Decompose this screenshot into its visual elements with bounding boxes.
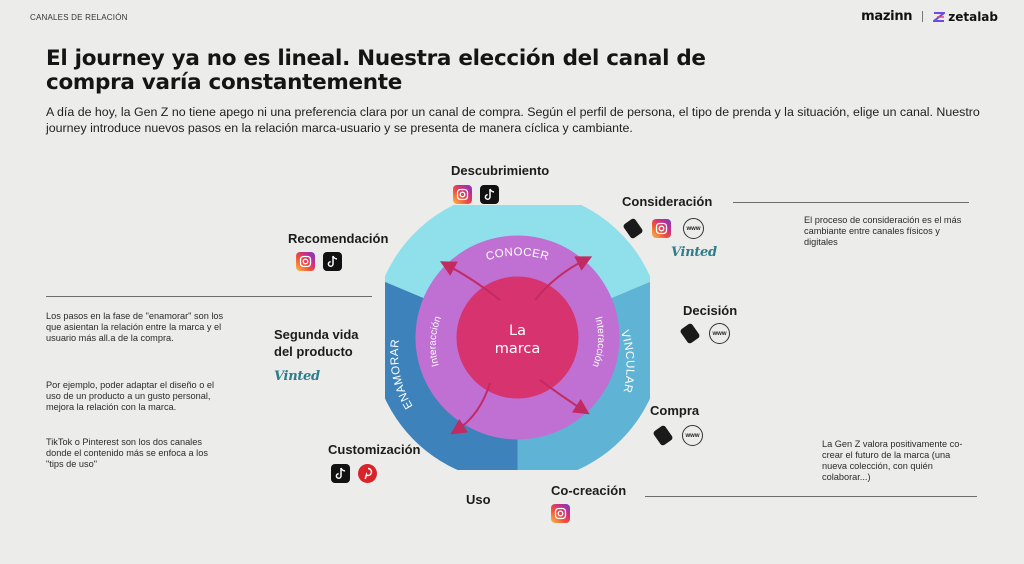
stage-customizacion: Customización: [328, 442, 421, 457]
price-tag-icon: [679, 322, 701, 345]
arrow-up-left: [439, 261, 501, 301]
stage-recomendacion-icons: [296, 252, 342, 271]
note-consideracion: El proceso de consideración es el más ca…: [804, 215, 962, 247]
arrow-up-right: [534, 256, 593, 301]
center-label-line2: marca: [495, 341, 541, 357]
pinterest-icon: [358, 464, 377, 483]
brand-core: [456, 276, 579, 399]
arrow-down-right: [539, 379, 590, 415]
note-enamorar-1: Los pasos en la fase de "enamorar" son l…: [46, 311, 224, 343]
zetalab-mark-icon: [933, 11, 946, 22]
stage-descubrimiento-icons: [453, 185, 499, 204]
zetalab-wordmark: zetalab: [948, 9, 998, 24]
price-tag-icon: [652, 424, 674, 447]
stage-cocreacion: Co-creación: [551, 483, 627, 498]
note-enamorar-3: TikTok o Pinterest son los dos canales d…: [46, 437, 208, 469]
instagram-icon: [652, 219, 671, 238]
tiktok-icon: [480, 185, 499, 204]
stage-descubrimiento: Descubrimiento: [451, 163, 550, 178]
stage-decision: Decisión: [683, 303, 738, 318]
instagram-icon: [296, 252, 315, 271]
note-enamorar-2: Por ejemplo, poder adaptar el diseño o e…: [46, 380, 215, 412]
www-icon: www: [709, 323, 730, 344]
instagram-icon: [453, 185, 472, 204]
mazinn-logo: mazinn: [861, 9, 913, 24]
tiktok-icon: [323, 252, 342, 271]
flow-arrows: [439, 256, 593, 435]
stage-compra-icons: www: [652, 424, 703, 447]
stage-uso: Uso: [466, 492, 491, 507]
www-icon: www: [683, 218, 704, 239]
logo-divider: [922, 11, 924, 22]
intro-paragraph: A día de hoy, la Gen Z no tiene apego ni…: [46, 105, 980, 135]
note-cocreacion: La Gen Z valora positivamente co-crear e…: [822, 439, 963, 482]
brand-logos: mazinn zetalab: [861, 9, 998, 24]
stage-decision-icons: www: [679, 322, 730, 345]
section-label: CANALES DE RELACIÓN: [30, 13, 128, 22]
consideracion-divider: [733, 202, 969, 203]
page-title: El journey ya no es lineal. Nuestra elec…: [46, 46, 706, 95]
ring-label-conocer: CONOCER: [485, 246, 551, 263]
price-tag-icon: [622, 217, 644, 240]
stage-customizacion-icons: [331, 464, 377, 483]
zetalab-logo: zetalab: [933, 10, 998, 24]
journey-diagram: CONOCER VINCULAR ENAMORAR Interacción In…: [385, 205, 650, 470]
enamorar-divider: [46, 296, 372, 297]
stage-consideracion: Consideración: [622, 194, 713, 209]
vinted-logo: Vinted: [274, 369, 320, 384]
stage-recomendacion: Recomendación: [288, 231, 389, 246]
instagram-icon: [551, 504, 570, 523]
center-label-line1: La: [509, 323, 526, 339]
stage-compra: Compra: [650, 403, 700, 418]
tiktok-icon: [331, 464, 350, 483]
stage-consideracion-icons: www: [622, 217, 704, 240]
vinted-logo: Vinted: [671, 245, 717, 260]
www-icon: www: [682, 425, 703, 446]
arrow-down-left: [450, 382, 491, 435]
stage-cocreacion-icons: [551, 504, 570, 523]
stage-segunda-vida: Segunda vida del producto: [274, 327, 359, 359]
cocreacion-divider: [645, 496, 977, 497]
